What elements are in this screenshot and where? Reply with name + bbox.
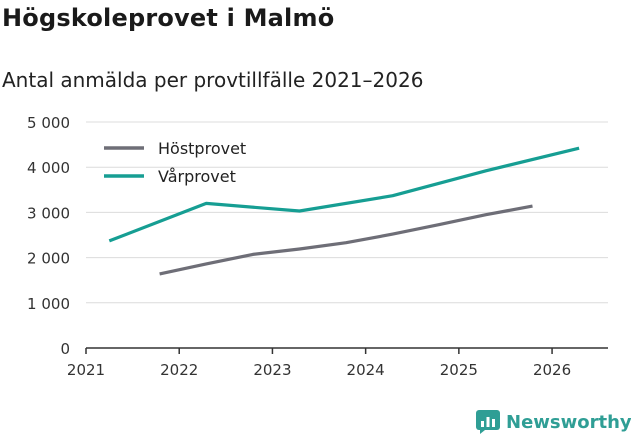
y-tick-label: 0 <box>60 340 70 358</box>
x-axis: 2021 2022 2023 2024 2025 2026 <box>67 347 608 379</box>
page-title: Högskoleprovet i Malmö <box>2 4 335 32</box>
x-tick-label: 2023 <box>253 361 291 379</box>
brand-name: Newsworthy <box>506 411 631 433</box>
x-tick-label: 2021 <box>67 361 105 379</box>
series-line-höstprovet <box>159 204 533 276</box>
newsworthy-logo-icon <box>476 410 500 434</box>
series-line-vårprovet <box>108 146 580 243</box>
y-tick-label: 3 000 <box>27 204 70 222</box>
brand-logo: Newsworthy <box>476 408 631 436</box>
x-tick-label: 2025 <box>440 361 478 379</box>
x-tick-label: 2024 <box>347 361 385 379</box>
legend-label: Vårprovet <box>158 167 236 186</box>
x-tick-label: 2026 <box>533 361 571 379</box>
x-tick-label: 2022 <box>160 361 198 379</box>
y-axis-tick-labels: 0 1 000 2 000 3 000 4 000 5 000 <box>27 114 70 358</box>
legend-label: Höstprovet <box>158 139 246 158</box>
y-tick-label: 4 000 <box>27 159 70 177</box>
y-tick-label: 2 000 <box>27 250 70 268</box>
legend: Höstprovet Vårprovet <box>104 139 246 186</box>
y-tick-label: 5 000 <box>27 114 70 132</box>
series-lines <box>108 146 580 276</box>
gridlines <box>86 121 608 304</box>
y-tick-label: 1 000 <box>27 295 70 313</box>
chart-subtitle: Antal anmälda per provtillfälle 2021–202… <box>2 68 424 92</box>
